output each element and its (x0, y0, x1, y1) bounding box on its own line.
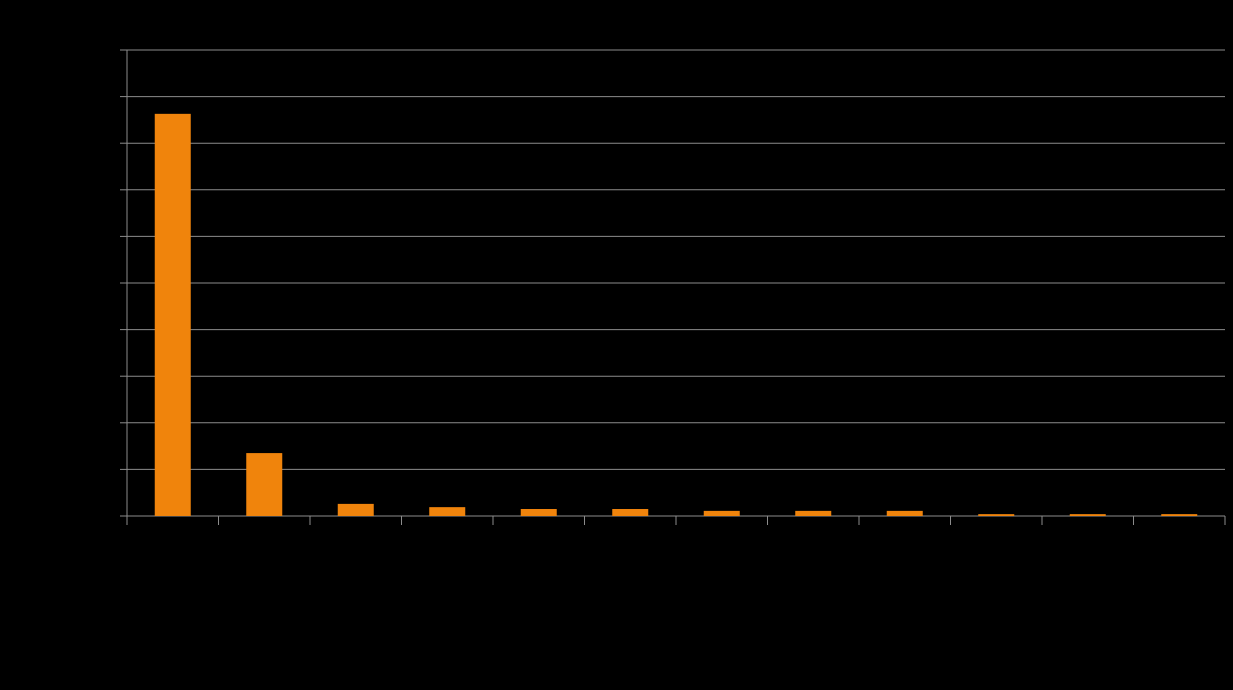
bar (337, 503, 374, 516)
bar (1069, 514, 1106, 516)
bar (886, 510, 923, 516)
bar (1161, 514, 1198, 516)
bar (246, 453, 283, 516)
bar (520, 509, 557, 516)
bar (612, 509, 649, 516)
bar (703, 510, 740, 516)
bar (978, 514, 1015, 516)
bar (154, 113, 191, 516)
bar (429, 507, 466, 516)
bar (795, 510, 832, 516)
